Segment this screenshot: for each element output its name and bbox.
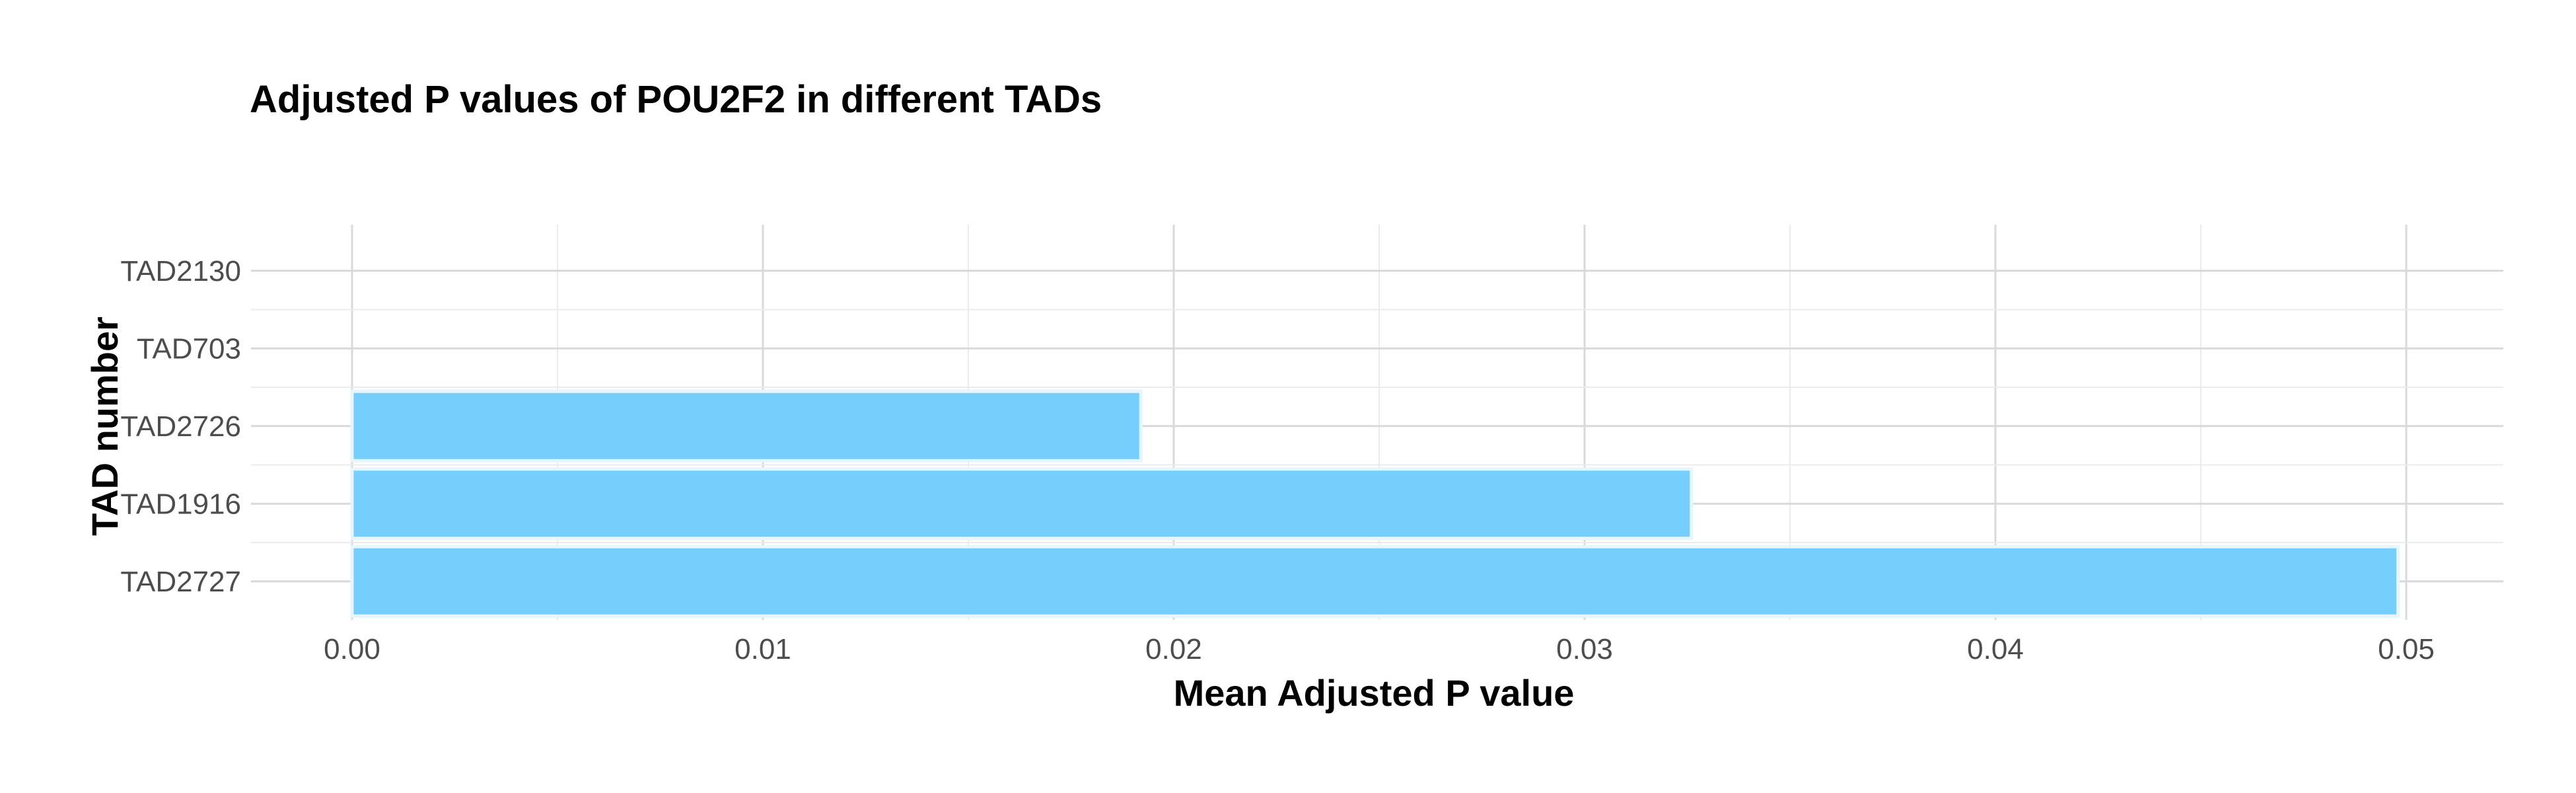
y-axis-title: TAD number — [84, 317, 125, 536]
y-tick-label-tad2727: TAD2727 — [120, 566, 241, 598]
x-tick-label: 0.05 — [2378, 633, 2435, 665]
x-tick-label: 0.04 — [1967, 633, 2024, 665]
x-axis-tick-labels: 0.00 0.01 0.02 0.03 0.04 0.05 — [324, 633, 2435, 665]
y-tick-label-tad703: TAD703 — [137, 332, 241, 365]
chart-title: Adjusted P values of POU2F2 in different… — [250, 78, 1102, 121]
y-axis-tick-labels: TAD2727 TAD1916 TAD2726 TAD703 TAD2130 — [120, 255, 241, 598]
y-tick-label-tad1916: TAD1916 — [120, 488, 241, 520]
bar-tad2726 — [350, 389, 1143, 463]
x-tick-label: 0.00 — [324, 633, 380, 665]
x-tick-label: 0.03 — [1556, 633, 1613, 665]
y-tick-label-tad2726: TAD2726 — [120, 410, 241, 443]
bar-tad2727 — [350, 545, 2400, 618]
grid — [251, 225, 2503, 620]
bar-tad1916 — [350, 467, 1694, 541]
x-axis-title: Mean Adjusted P value — [1174, 672, 1575, 714]
x-tick-label: 0.02 — [1145, 633, 1202, 665]
bars — [350, 389, 2400, 618]
x-tick-label: 0.01 — [734, 633, 791, 665]
y-tick-label-tad2130: TAD2130 — [120, 255, 241, 287]
